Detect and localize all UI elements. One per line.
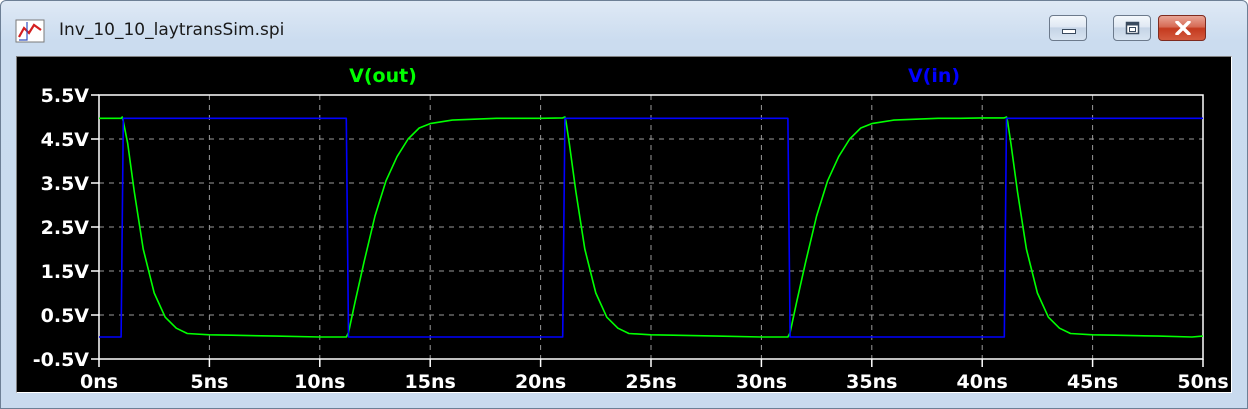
y-tick-label: 3.5V	[41, 173, 90, 195]
x-tick-label: 20ns	[515, 371, 566, 392]
minimize-button[interactable]	[1049, 15, 1087, 41]
waveform-plot-area[interactable]: 0ns 5ns 10ns 15ns 20ns 25ns 30ns 35ns 40ns 45ns 50…	[16, 56, 1232, 393]
x-tick-label: 10ns	[294, 371, 345, 392]
window-title: Inv_10_10_laytransSim.spi	[59, 20, 285, 40]
x-tick-label: 15ns	[405, 371, 456, 392]
x-tick-label: 35ns	[846, 371, 897, 392]
maximize-button[interactable]	[1113, 15, 1151, 41]
x-tick-label: 50ns	[1177, 371, 1228, 392]
waveform-chart: 0ns 5ns 10ns 15ns 20ns 25ns 30ns 35ns 40ns 45ns 50…	[33, 65, 1229, 392]
close-button[interactable]	[1158, 15, 1206, 41]
x-tick-label: 40ns	[957, 371, 1008, 392]
close-icon	[1175, 21, 1191, 35]
y-tick-label: 4.5V	[41, 129, 90, 151]
x-tick-label: 25ns	[625, 371, 676, 392]
x-tick-label: 45ns	[1067, 371, 1118, 392]
waveform-chart-icon	[15, 19, 45, 43]
y-tick-label: 0.5V	[41, 305, 90, 327]
y-tick-label: 2.5V	[41, 217, 90, 239]
title-bar[interactable]: Inv_10_10_laytransSim.spi	[1, 1, 1247, 49]
series-line-vout	[99, 116, 1204, 338]
tick-labels: 0ns 5ns 10ns 15ns 20ns 25ns 30ns 35ns 40ns 45ns 50…	[33, 85, 1229, 392]
grid-lines	[99, 95, 1203, 359]
x-tick-label: 5ns	[190, 371, 228, 392]
legend-vin[interactable]: V(in)	[908, 65, 960, 87]
x-tick-label: 30ns	[736, 371, 787, 392]
y-tick-label: 1.5V	[41, 261, 90, 283]
legend-vout[interactable]: V(out)	[349, 65, 417, 87]
y-tick-label: -0.5V	[33, 349, 90, 371]
y-tick-label: 5.5V	[41, 85, 90, 107]
maximize-icon	[1125, 21, 1140, 35]
x-tick-label: 0ns	[80, 371, 118, 392]
series-line-vin	[99, 117, 1203, 338]
plot-axes	[91, 94, 1204, 367]
series-layer	[99, 116, 1204, 338]
minimize-icon	[1062, 29, 1076, 34]
